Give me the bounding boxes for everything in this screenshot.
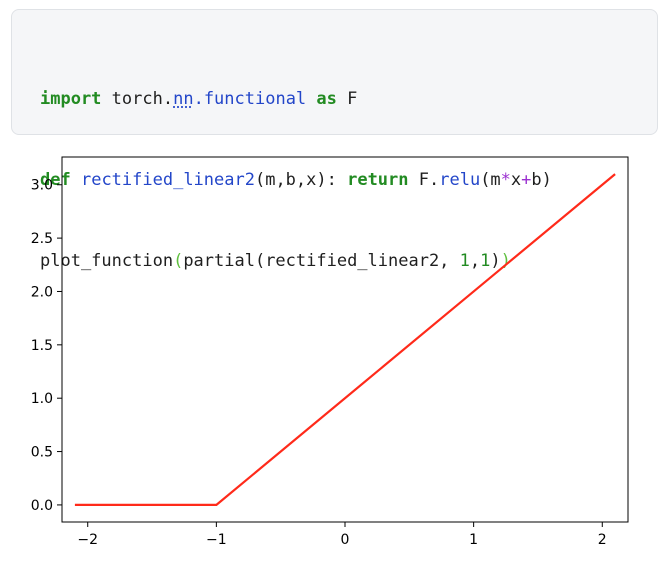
code-line-1: import torch.nn.functional as F [40, 86, 552, 113]
operator-add: + [521, 170, 532, 190]
y-tick-label: 1.0 [31, 391, 53, 407]
x-tick-label: 2 [598, 532, 607, 548]
module-nn-link[interactable]: nn [173, 89, 194, 109]
x-tick-label: 0 [341, 532, 350, 548]
alias-name: F [336, 89, 358, 109]
object-f: F. [408, 170, 440, 190]
code-cell[interactable]: import torch.nn.functional as F def rect… [11, 9, 658, 271]
keyword-return: return [347, 170, 409, 190]
call-open: (m [480, 170, 501, 190]
keyword-import: import [40, 89, 102, 109]
keyword-as: as [316, 89, 337, 109]
axes-frame [61, 156, 629, 523]
inner-close: ) [490, 251, 501, 271]
line-chart: −2 −1 0 1 2 0.0 0.5 1.0 1.5 2.0 2.5 3.0 [31, 156, 629, 548]
function-relu: relu [439, 170, 481, 190]
x-tick-label: −2 [77, 532, 98, 548]
code-block[interactable]: import torch.nn.functional as F def rect… [40, 32, 552, 329]
code-line-2: def rectified_linear2(m,b,x): return F.r… [40, 167, 552, 194]
operator-multiply: * [500, 170, 511, 190]
x-tick-label: −1 [206, 532, 227, 548]
call-close: b) [531, 170, 552, 190]
y-tick-label: 3.0 [31, 178, 53, 194]
call-plot-function: plot_function [40, 251, 174, 271]
var-x: x [510, 170, 522, 190]
arg-1: 1 [459, 251, 470, 271]
function-name: rectified_linear2 [80, 170, 255, 190]
keyword-def: def [40, 170, 71, 190]
comma: , [469, 251, 481, 271]
paren-close: ) [500, 251, 511, 271]
y-tick-label: 2.5 [31, 231, 53, 247]
y-tick-label: 2.0 [31, 284, 53, 300]
space [306, 89, 316, 109]
x-tick-label: 1 [469, 532, 478, 548]
module-dot: . [193, 89, 204, 109]
y-tick-label: 1.5 [31, 338, 53, 354]
paren-open: ( [173, 251, 184, 271]
partial-call: partial(rectified_linear2, [183, 251, 460, 271]
plot-output: −2 −1 0 1 2 0.0 0.5 1.0 1.5 2.0 2.5 3.0 [0, 140, 670, 564]
function-params: (m,b,x): [254, 170, 348, 190]
code-line-3: plot_function(partial(rectified_linear2,… [40, 248, 552, 275]
y-tick-label: 0.0 [31, 498, 53, 514]
arg-2: 1 [480, 251, 491, 271]
series-line-0 [74, 173, 616, 506]
module-prefix: torch. [101, 89, 174, 109]
y-tick-label: 0.5 [31, 445, 53, 461]
module-functional: functional [203, 89, 307, 109]
